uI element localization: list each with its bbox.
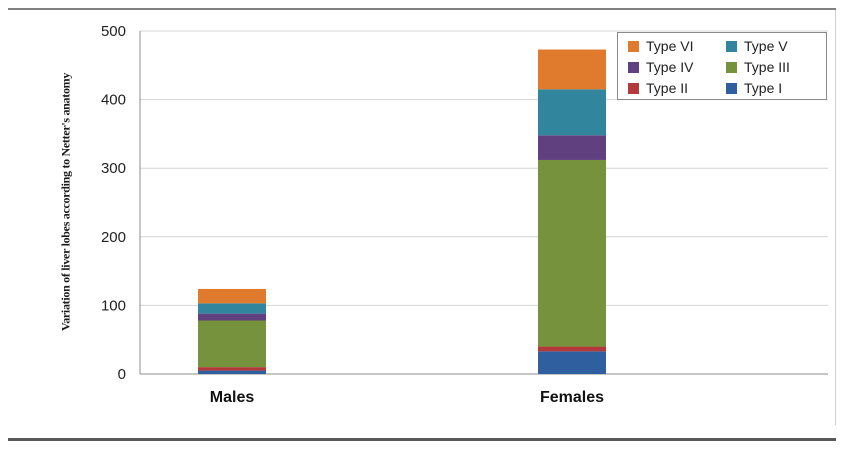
bottom-rule (8, 438, 836, 441)
legend-label: Type IV (646, 59, 694, 75)
legend-swatch (628, 61, 639, 73)
legend-swatch (726, 40, 737, 52)
y-tick-label: 300 (101, 160, 126, 177)
bar-segment-type-v (538, 89, 606, 136)
bar-segment-type-v (198, 303, 266, 314)
bar-segment-type-iii (198, 320, 266, 368)
legend-swatch (628, 82, 639, 94)
legend-item: Type IV (628, 59, 693, 75)
bar-segment-type-ii (538, 346, 606, 352)
legend-label: Type VI (646, 38, 694, 54)
legend: Type VI Type V Type IV Type III Type II Type … (617, 32, 827, 100)
legend-swatch (726, 61, 737, 73)
legend-item: Type VI (628, 38, 693, 54)
x-tick-label: Males (210, 389, 255, 406)
y-tick-label: 0 (118, 366, 126, 383)
legend-item: Type V (726, 38, 788, 54)
legend-label: Type I (744, 80, 783, 96)
legend-label: Type II (646, 80, 689, 96)
legend-swatch (628, 40, 639, 52)
bar-segment-type-iv (198, 313, 266, 321)
y-axis-ticks: 0 100 200 300 400 500 (101, 23, 126, 383)
bar-segment-type-iv (538, 135, 606, 160)
bar-segment-type-i (538, 351, 606, 374)
bar-segment-type-vi (198, 288, 266, 304)
legend-item: Type I (726, 80, 782, 96)
legend-label: Type V (744, 38, 788, 54)
y-tick-label: 100 (101, 297, 126, 314)
legend-item: Type III (726, 59, 790, 75)
x-tick-label: Females (540, 389, 604, 406)
bar-segment-type-i (198, 370, 266, 374)
legend-swatch (726, 82, 737, 94)
legend-label: Type III (744, 59, 790, 75)
bar-segment-type-iii (538, 159, 606, 347)
y-tick-label: 200 (101, 229, 126, 246)
y-tick-label: 400 (101, 92, 126, 109)
legend-item: Type II (628, 80, 688, 96)
y-axis-label-text: Variation of liver lobes according to Ne… (58, 72, 73, 332)
x-axis-ticks: Males Females (210, 389, 604, 406)
bar-segment-type-vi (538, 49, 606, 90)
bars (198, 49, 606, 374)
bar-segment-type-ii (198, 367, 266, 371)
frame-right-edge (835, 10, 836, 425)
y-tick-label: 500 (101, 23, 126, 40)
top-rule (8, 8, 836, 10)
